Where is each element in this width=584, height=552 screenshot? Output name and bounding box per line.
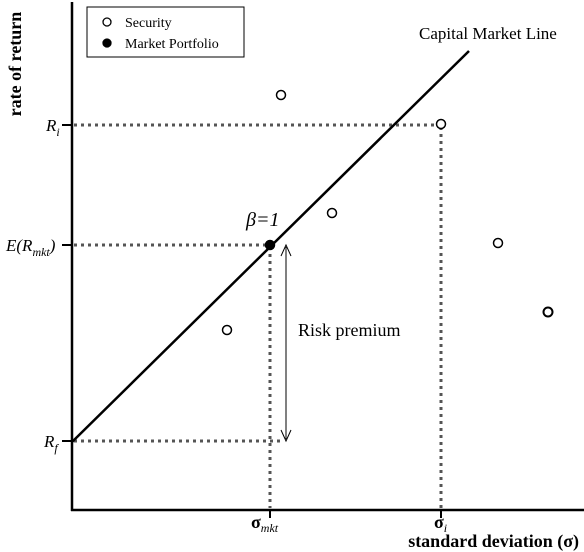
legend: Security Market Portfolio [86, 6, 245, 58]
legend-market-portfolio-marker [102, 38, 112, 48]
market-portfolio-point [264, 239, 276, 251]
capital-market-line-label: Capital Market Line [419, 24, 557, 43]
sigma-mkt-tick-label: σmkt [251, 512, 279, 535]
emkt-tick-label: E(Rmkt) [5, 236, 56, 259]
arrowhead-up-icon [280, 243, 292, 257]
legend-market-portfolio-label: Market Portfolio [125, 37, 219, 52]
guide-lines [74, 123, 443, 508]
sigma-i-tick-label: σi [434, 512, 447, 535]
risk-premium-arrow [280, 243, 292, 443]
security-points [221, 89, 554, 336]
legend-box [86, 6, 245, 58]
y-axis-label: rate of return [5, 12, 25, 117]
security-point [221, 324, 233, 336]
x-axis-label: standard deviation (σ) [408, 531, 579, 552]
security-point [326, 207, 338, 219]
security-point [542, 306, 554, 318]
risk-premium-label: Risk premium [298, 320, 401, 340]
beta-label: β=1 [245, 209, 279, 231]
arrowhead-down-icon [280, 429, 292, 443]
rf-tick-label: Rf [43, 432, 59, 455]
legend-security-label: Security [125, 16, 172, 31]
security-point [275, 89, 287, 101]
security-point-i [435, 118, 447, 130]
ri-tick-label: Ri [45, 116, 60, 139]
legend-security-marker [102, 17, 112, 27]
security-point [492, 237, 504, 249]
